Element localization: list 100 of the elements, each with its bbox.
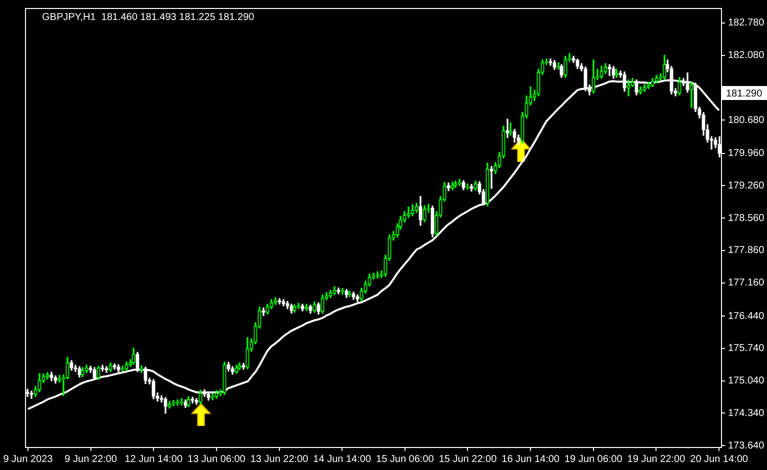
candlestick	[246, 337, 250, 370]
y-tick-label: 175.740	[728, 343, 765, 354]
candlestick	[184, 399, 188, 408]
candlestick	[100, 364, 104, 372]
candlestick	[470, 184, 474, 192]
chart-title: GBPJPY,H1 181.460 181.493 181.225 181.290	[42, 12, 255, 23]
candlestick	[124, 362, 128, 372]
candlestick	[112, 363, 116, 370]
candlestick	[642, 84, 646, 92]
candlestick	[214, 390, 218, 399]
candlestick	[446, 182, 450, 192]
y-tick-label: 177.860	[728, 245, 765, 256]
candlestick	[506, 118, 510, 138]
candlestick	[356, 294, 360, 302]
x-tick-label: 19 Jun 22:00	[627, 454, 686, 465]
candlestick	[206, 392, 210, 401]
candlestick	[376, 271, 380, 279]
candlestick	[136, 352, 140, 372]
candlestick	[84, 364, 88, 374]
candlestick	[292, 304, 296, 313]
candlestick	[592, 60, 596, 94]
candlestick	[678, 77, 682, 96]
candlestick	[410, 204, 414, 216]
candlestick	[352, 292, 356, 300]
text: 181.290	[726, 88, 763, 100]
candlestick	[650, 78, 654, 88]
candlestick	[50, 372, 54, 382]
candlestick	[70, 360, 74, 371]
y-tick-label: 175.040	[728, 376, 765, 387]
candlestick	[626, 79, 630, 96]
candlestick	[486, 162, 490, 206]
y-tick-label: 176.440	[728, 310, 765, 322]
candlestick	[576, 58, 580, 69]
candlestick	[262, 307, 266, 316]
y-tick-label: 174.340	[728, 408, 765, 419]
y-tick-label: 179.960	[728, 148, 765, 160]
x-tick-label: 16 Jun 14:00	[502, 454, 560, 465]
candlestick	[344, 288, 348, 298]
candlestick	[300, 304, 304, 312]
candlestick	[242, 362, 246, 370]
candlestick	[210, 393, 214, 400]
candlestick	[662, 54, 666, 80]
candlestick	[176, 399, 180, 406]
candlestick	[462, 180, 466, 190]
candlestick	[646, 82, 650, 89]
candlestick	[414, 202, 418, 213]
candlestick	[80, 367, 84, 378]
candlestick	[286, 300, 290, 310]
candlestick	[466, 184, 470, 190]
candlestick	[458, 178, 462, 186]
candlestick	[290, 304, 294, 314]
candlestick	[304, 304, 308, 311]
x-tick-label: 15 Jun 22:00	[438, 454, 498, 465]
candlestick	[638, 86, 642, 94]
candlestick	[296, 302, 300, 310]
candlestick	[418, 196, 422, 226]
candlestick	[144, 366, 148, 384]
y-tick-label: 180.680	[728, 114, 765, 126]
y-tick-label: 179.260	[728, 180, 765, 192]
candlestick	[556, 62, 560, 70]
candlestick	[332, 286, 336, 296]
y-tick-label: 182.080	[728, 50, 765, 61]
candlestick	[560, 64, 564, 78]
candlestick	[194, 398, 198, 405]
x-tick-label: 15 Jun 06:00	[376, 454, 434, 465]
x-tick-label: 9 Jun 22:00	[64, 454, 118, 465]
candlestick	[168, 400, 172, 408]
candlestick	[512, 128, 516, 143]
candlestick	[46, 372, 50, 380]
candlestick	[348, 290, 352, 298]
candlestick	[490, 166, 494, 189]
candlestick	[172, 400, 176, 406]
candlestick	[92, 367, 96, 380]
candlestick	[282, 299, 286, 306]
candlestick	[552, 60, 556, 70]
y-tick-label: 177.160	[728, 278, 765, 289]
candlestick	[454, 180, 458, 188]
candlestick	[604, 63, 608, 74]
candlestick	[230, 366, 234, 375]
x-tick-label: 19 Jun 06:00	[564, 454, 623, 465]
candlestick	[308, 304, 312, 314]
candlestick	[222, 362, 226, 396]
candlestick	[312, 301, 316, 313]
candlestick	[30, 390, 34, 399]
candlestick	[320, 294, 324, 314]
candlestick	[226, 362, 230, 372]
candlestick	[600, 66, 604, 79]
candlestick	[316, 302, 320, 315]
x-tick-label: 12 Jun 14:00	[124, 454, 183, 465]
candlestick	[340, 288, 344, 295]
candlestick	[608, 64, 612, 76]
candlestick	[614, 68, 618, 78]
candlestick	[690, 82, 694, 108]
candlestick	[508, 122, 512, 136]
candlestick	[474, 180, 478, 191]
candlestick	[336, 288, 340, 294]
x-tick-label: 9 Jun 2023	[3, 454, 54, 465]
y-tick-label: 173.640	[728, 440, 765, 452]
candlestick	[152, 379, 156, 400]
y-tick-label: 182.780	[728, 18, 765, 29]
